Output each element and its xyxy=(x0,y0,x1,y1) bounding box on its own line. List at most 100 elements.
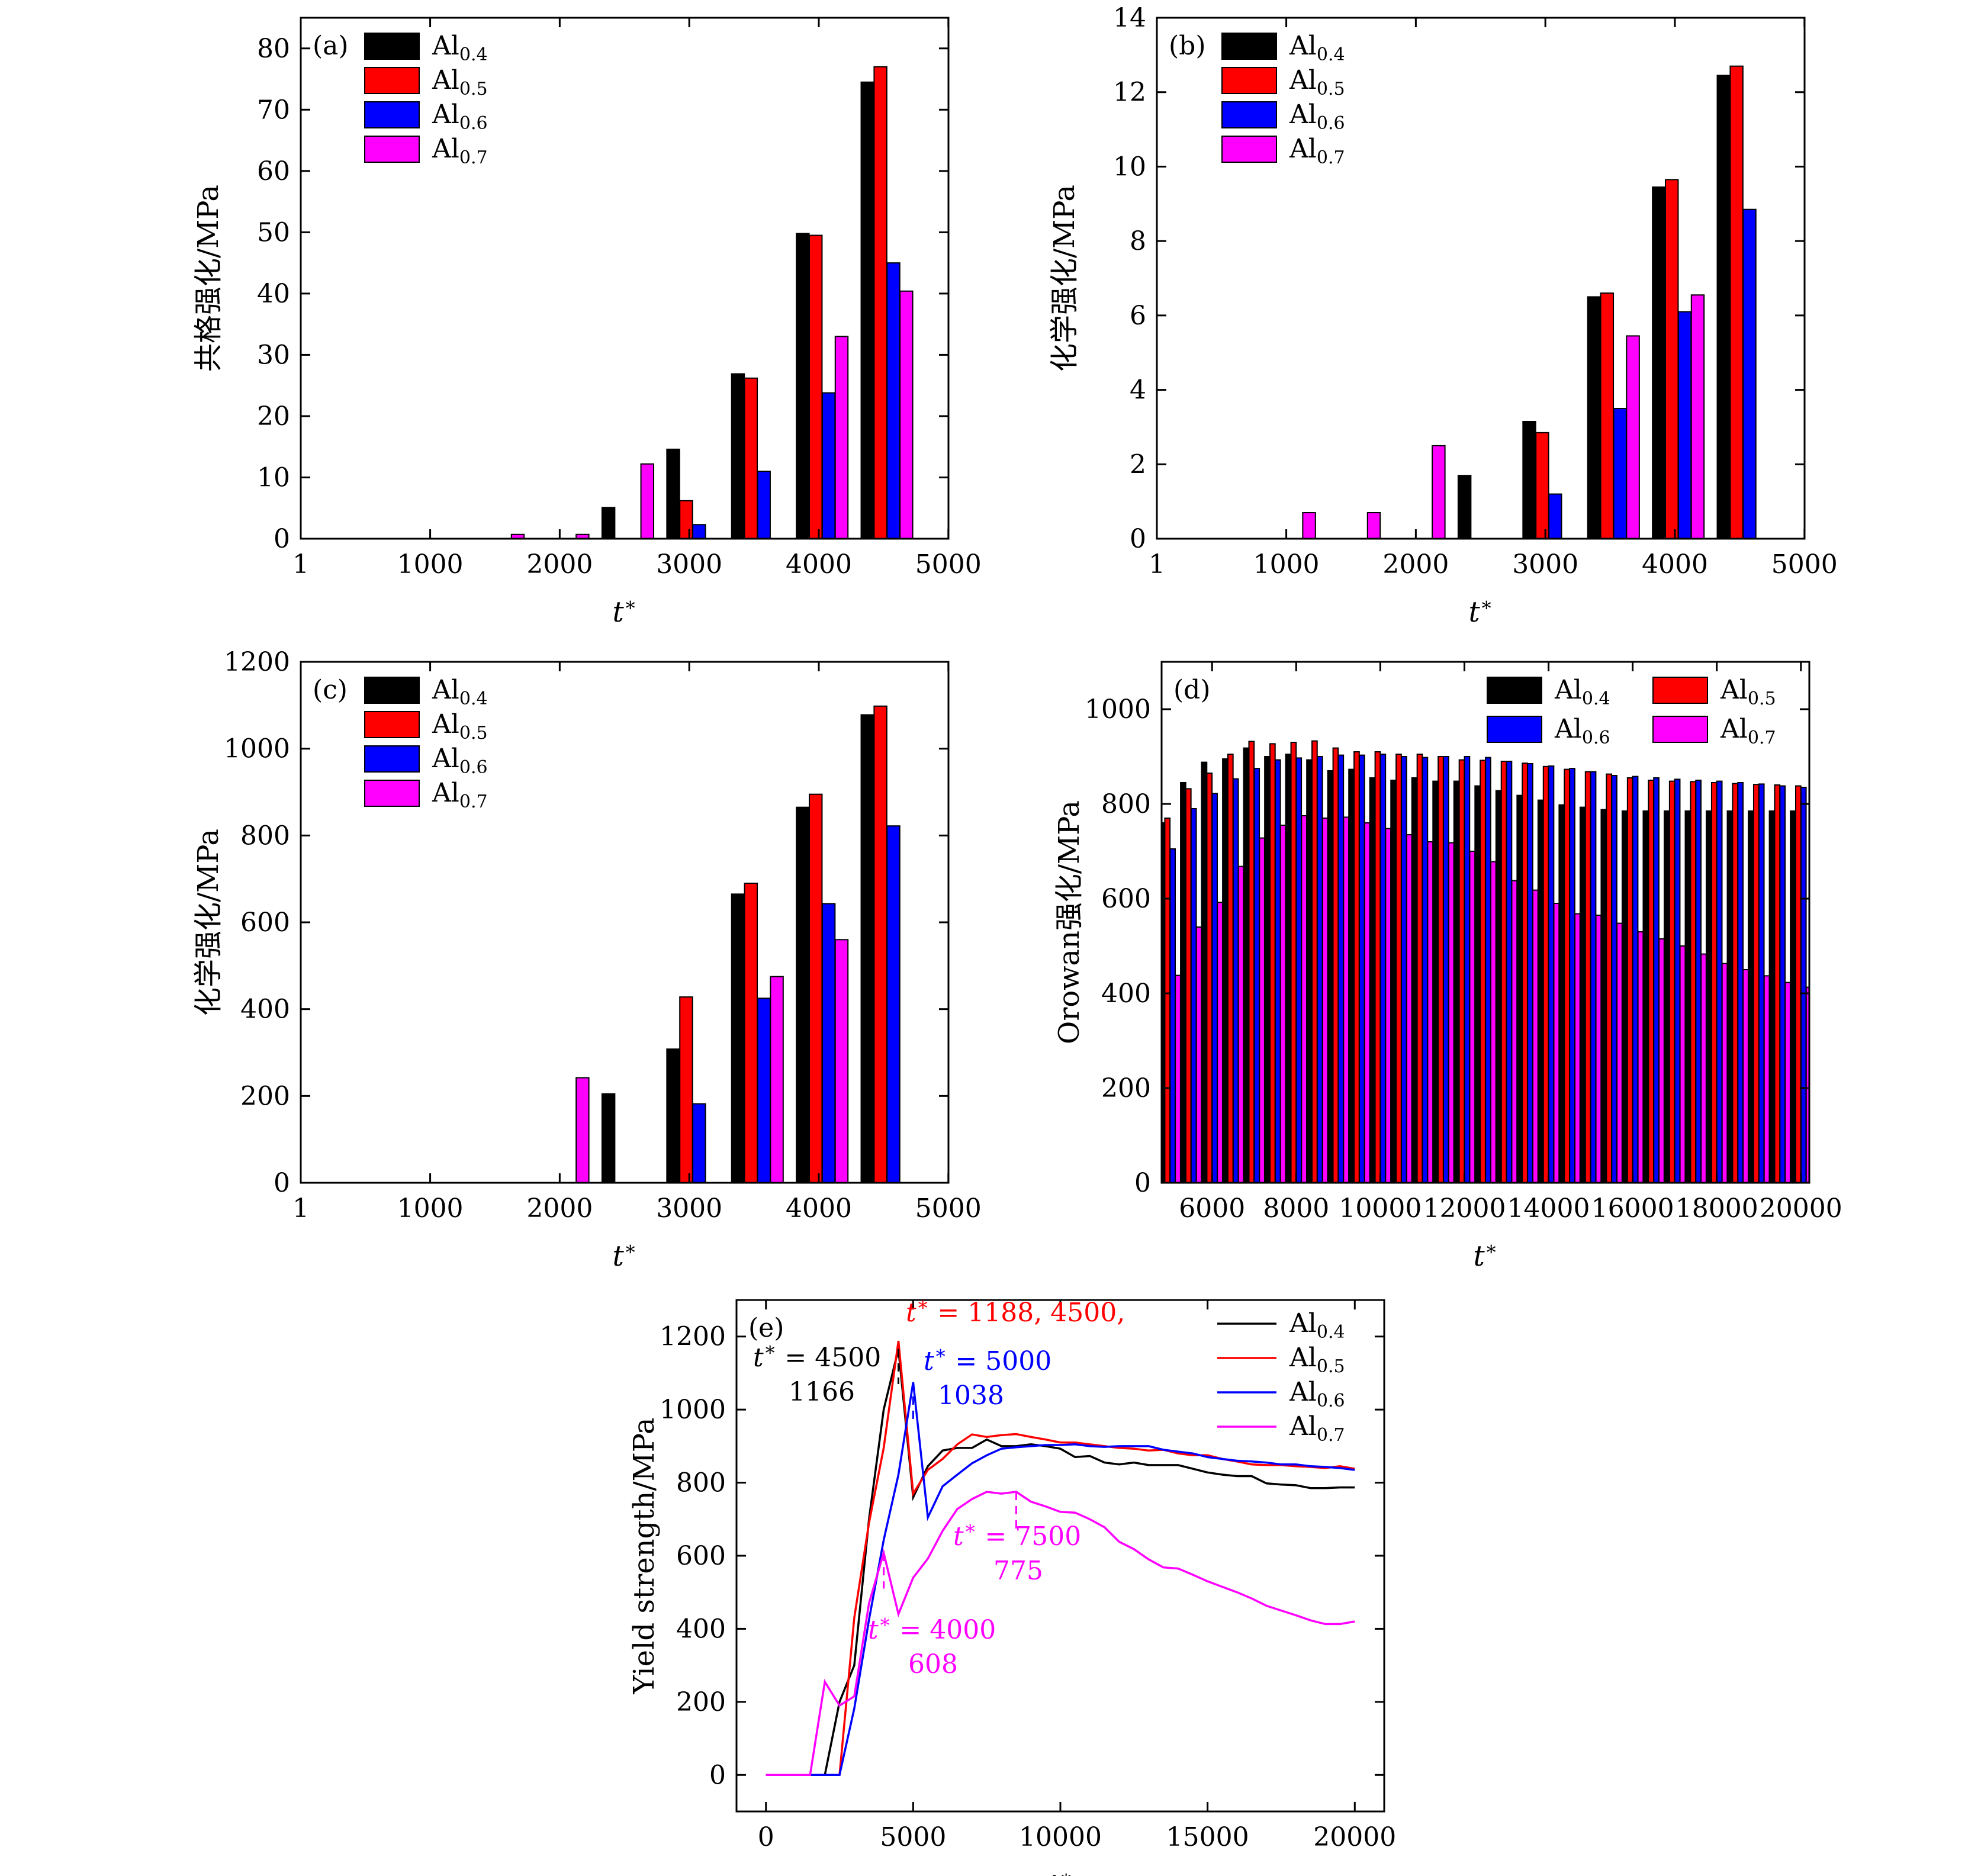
bar xyxy=(1495,790,1502,1183)
legend-label: Al0.5 xyxy=(1289,1343,1345,1377)
bar xyxy=(601,1093,616,1183)
x-axis-label-b: t∗ xyxy=(1468,593,1493,629)
y-tick-label: 1000 xyxy=(224,734,290,764)
x-tick-label: 12000 xyxy=(1423,1193,1506,1224)
legend-swatch xyxy=(364,33,420,60)
bar xyxy=(1437,756,1444,1183)
bar xyxy=(886,825,901,1183)
legend-label: Al0.5 xyxy=(432,709,488,744)
legend-label: Al0.5 xyxy=(1289,65,1345,99)
x-tick-label: 1000 xyxy=(397,549,464,580)
bar xyxy=(1611,775,1617,1183)
bar xyxy=(666,1048,680,1183)
bar xyxy=(873,705,887,1183)
bar xyxy=(1222,758,1229,1183)
series-line xyxy=(766,1340,1355,1777)
bar xyxy=(834,336,849,539)
y-tick-label: 600 xyxy=(1101,884,1151,914)
y-tick-label: 4 xyxy=(1130,375,1146,406)
x-tick-label: 5000 xyxy=(880,1822,946,1852)
annotation-line1: t∗ = 4500 xyxy=(753,1338,881,1373)
y-tick-label: 600 xyxy=(676,1541,726,1571)
bar xyxy=(1253,768,1260,1183)
bar xyxy=(1535,432,1549,539)
x-tick-label: 0 xyxy=(758,1822,774,1852)
bar xyxy=(1779,785,1786,1183)
bar xyxy=(1710,782,1718,1183)
bar xyxy=(1279,825,1287,1183)
bar xyxy=(860,714,874,1183)
bar xyxy=(679,500,693,539)
bar xyxy=(692,1103,706,1183)
legend-swatch xyxy=(364,780,420,807)
bar xyxy=(1716,75,1731,539)
x-tick-label: 3000 xyxy=(1512,549,1578,580)
axes-a: 0 10 20 30 40 50 60 70 80 1 1000 2000 3000 4000 5000 xyxy=(257,18,982,580)
y-tick-label: 0 xyxy=(274,1168,290,1198)
axes-e: 0 200 400 600 800 1000 1200 0 5000 10000 15000 2000… xyxy=(660,1300,1396,1852)
bar xyxy=(1795,785,1802,1183)
bar xyxy=(1684,810,1691,1183)
x-tick-label: 5000 xyxy=(1771,549,1838,580)
x-tick-label: 16000 xyxy=(1591,1193,1674,1224)
y-tick-label: 12 xyxy=(1113,78,1146,108)
series-line xyxy=(766,1349,1355,1777)
y-tick-label: 0 xyxy=(709,1760,726,1790)
bar xyxy=(1348,768,1355,1183)
bar xyxy=(1595,915,1602,1183)
bar xyxy=(1558,804,1565,1183)
bars-a xyxy=(510,66,914,539)
axes-b: 0 2 4 6 8 10 12 14 1 1000 2000 3000 4000 5000 xyxy=(1113,3,1838,580)
x-tick-label: 1000 xyxy=(1253,549,1320,580)
bar xyxy=(770,976,784,1183)
bar xyxy=(1306,759,1313,1183)
y-tick-label: 600 xyxy=(240,908,290,938)
bar xyxy=(1652,186,1666,539)
bars-d xyxy=(1162,740,1809,1183)
annotation-line1: t∗ = 7500 xyxy=(953,1517,1081,1552)
bar xyxy=(1621,810,1628,1183)
x-tick-label: 2000 xyxy=(526,549,593,580)
legend-label: Al0.6 xyxy=(1554,714,1610,748)
legend-label: Al0.6 xyxy=(1289,1377,1345,1411)
y-tick-label: 20 xyxy=(257,401,290,432)
bar xyxy=(1175,974,1181,1183)
y-tick-label: 200 xyxy=(676,1687,726,1717)
bar xyxy=(1548,493,1562,539)
bar xyxy=(1448,842,1455,1183)
y-tick-label: 200 xyxy=(240,1081,290,1111)
bar xyxy=(1737,782,1744,1183)
bar xyxy=(1311,740,1318,1183)
bar xyxy=(1369,777,1376,1183)
bar xyxy=(821,903,836,1183)
legend-label: Al0.4 xyxy=(1289,1308,1345,1343)
legend-swatch xyxy=(364,745,420,773)
bar xyxy=(744,883,758,1183)
bar xyxy=(1416,754,1423,1183)
legend-d: Al0.4 Al0.5 Al0.6 Al0.7 xyxy=(1487,675,1776,748)
bar xyxy=(1700,953,1707,1183)
bar xyxy=(666,448,680,539)
bar xyxy=(899,290,914,539)
bar xyxy=(1227,754,1234,1183)
legend-label: Al0.7 xyxy=(432,778,488,812)
bar xyxy=(1411,777,1418,1183)
legend-label: Al0.7 xyxy=(1720,714,1776,748)
bar xyxy=(1321,818,1329,1183)
bar xyxy=(757,471,771,539)
legend-swatch xyxy=(364,136,420,163)
bar xyxy=(1500,761,1507,1183)
panel-label-c: (c) xyxy=(313,675,348,705)
legend-label: Al0.5 xyxy=(1720,675,1776,709)
x-tick-label: 1 xyxy=(292,1193,309,1224)
legend-swatch xyxy=(1487,716,1542,743)
panel-label-b: (b) xyxy=(1169,31,1206,61)
bar xyxy=(1800,787,1807,1183)
bar xyxy=(1626,777,1633,1183)
bar xyxy=(873,66,887,539)
bar xyxy=(1668,780,1676,1183)
bar xyxy=(1706,810,1712,1183)
bar xyxy=(1511,880,1518,1183)
